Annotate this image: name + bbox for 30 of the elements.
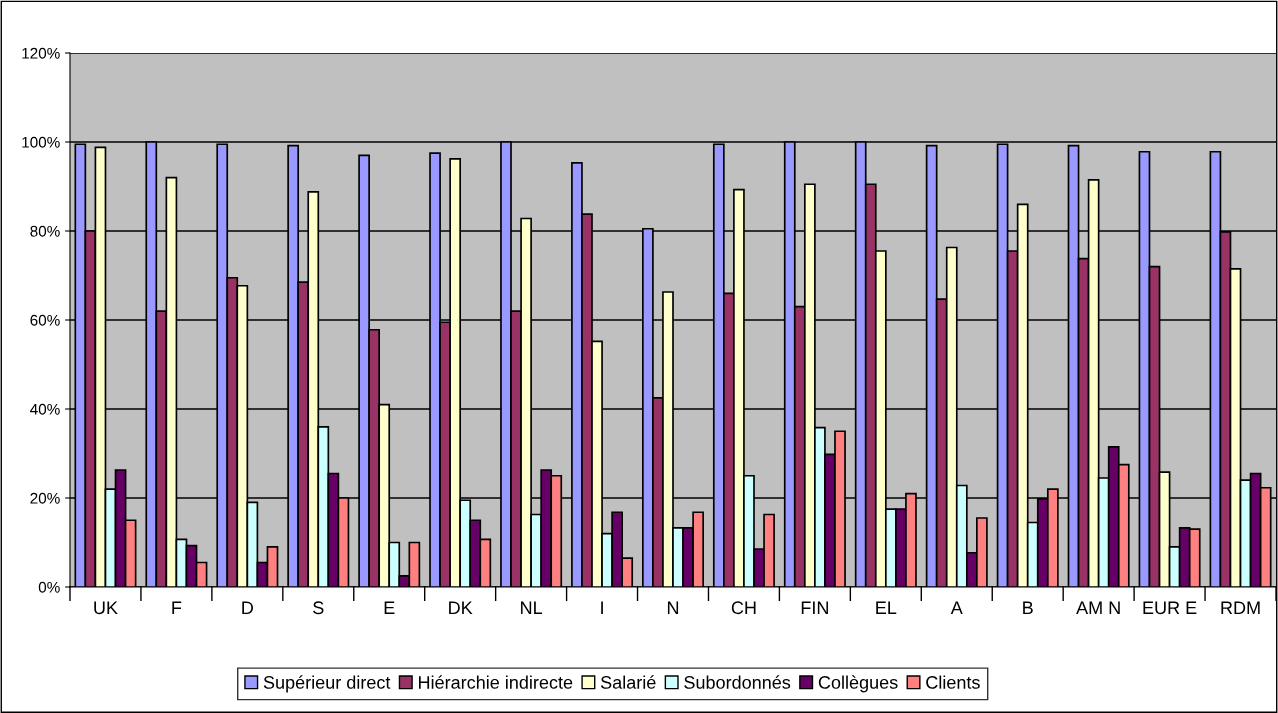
x-tick-label: UK	[94, 601, 118, 615]
x-tick-label: CH	[731, 601, 756, 615]
legend-label: Salarié	[600, 675, 656, 689]
x-tick-label: DK	[449, 601, 473, 614]
x-tick-label: FIN	[801, 601, 828, 614]
y-tick-label: 80%	[30, 225, 60, 237]
x-tick-label: E	[384, 601, 395, 614]
y-tick-label: 20%	[30, 492, 60, 504]
y-tick-label: 40%	[30, 403, 60, 415]
x-tick-label: N	[667, 601, 679, 614]
legend-label: Clients	[926, 675, 980, 689]
x-tick-label: RDM	[1221, 601, 1260, 614]
legend-label: Supérieur direct	[263, 675, 391, 693]
x-tick-label: F	[172, 601, 182, 614]
x-tick-label: EUR E	[1143, 601, 1197, 615]
x-tick-label: D	[242, 601, 254, 614]
y-tick-label: 120%	[22, 47, 60, 59]
x-tick-label: AM N	[1076, 601, 1120, 614]
y-tick-label: 60%	[30, 314, 60, 326]
x-tick-label: S	[313, 601, 324, 615]
x-tick-label: B	[1023, 601, 1033, 614]
legend-label: Collègues	[818, 675, 898, 693]
x-tick-label: I	[601, 601, 603, 614]
legend-label: Hiérarchie indirecte	[418, 675, 573, 689]
legend-label: Subordonnés	[684, 675, 791, 689]
x-tick-label: NL	[521, 601, 543, 614]
x-tick-label: A	[950, 601, 963, 614]
y-tick-label: 100%	[22, 136, 60, 148]
y-tick-label: 0%	[38, 581, 60, 593]
x-tick-label: EL	[876, 601, 897, 614]
